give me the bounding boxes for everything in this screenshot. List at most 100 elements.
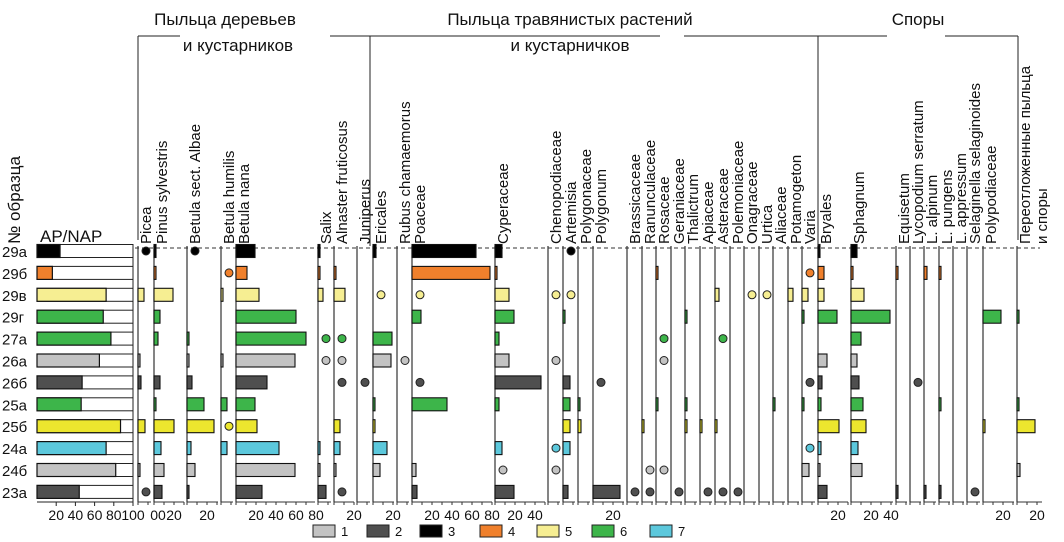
taxon-label: Polygonaceae: [578, 149, 595, 244]
taxon-bar: [655, 397, 659, 412]
legend-swatch: [419, 524, 443, 538]
apnap-ap-bar: [36, 353, 101, 368]
taxon-bar: [494, 287, 510, 302]
legend-label: 4: [508, 524, 515, 539]
presence-dot: [913, 377, 923, 387]
taxon-bar: [850, 397, 864, 412]
taxon-bar: [494, 331, 500, 346]
taxon-tick-label: 20: [385, 507, 401, 523]
taxon-label: Bryales: [818, 194, 835, 244]
taxon-bar: [235, 331, 307, 346]
apnap-ap-bar: [36, 375, 83, 390]
presence-dot: [762, 290, 772, 300]
taxon-bar: [1016, 309, 1020, 324]
taxon-bar: [186, 441, 192, 456]
taxon-bar: [938, 397, 942, 412]
taxon-bar: [153, 441, 162, 456]
taxon-label: Brassicaceae: [627, 154, 644, 244]
taxon-tick-label: 20: [424, 507, 440, 523]
taxon-bar: [714, 287, 720, 302]
taxon-bar: [494, 265, 498, 280]
taxon-bar: [137, 287, 145, 302]
taxon-tick-label: 20: [1029, 507, 1045, 523]
taxon-label: Juniperus: [357, 179, 374, 244]
taxon-label: Polygonum: [593, 169, 610, 244]
taxon-bar: [153, 462, 165, 478]
taxon-bar: [317, 287, 324, 302]
taxon-bar: [982, 419, 986, 434]
group-subtitle: и кустарников: [183, 36, 293, 55]
presence-dot: [659, 356, 669, 365]
sample-label: 27а: [2, 332, 28, 349]
taxon-bar: [494, 484, 515, 499]
taxon-bar: [982, 309, 1002, 324]
apnap-tick-label: 80: [106, 507, 122, 523]
taxon-bar: [577, 397, 581, 412]
taxon-bar: [153, 375, 161, 390]
taxon-bar: [850, 309, 891, 324]
taxon-bar: [817, 441, 822, 456]
taxon-bar: [220, 441, 228, 456]
taxon-bar: [923, 484, 927, 499]
taxon-bar: [153, 484, 163, 499]
sample-label: 29в: [2, 288, 27, 305]
taxon-bar: [592, 484, 621, 499]
legend-swatch: [591, 524, 615, 538]
taxon-label: L. appressum: [953, 153, 970, 244]
presence-dot: [970, 487, 980, 497]
taxon-label-line2: и споры: [1034, 188, 1051, 244]
group-title: Споры: [892, 10, 945, 29]
taxon-bar: [235, 419, 258, 434]
presence-dot: [659, 465, 669, 475]
presence-dot: [805, 443, 815, 453]
taxon-bar: [153, 287, 174, 302]
group-subtitle: и кустарничков: [510, 36, 629, 55]
taxon-bar: [1016, 419, 1036, 434]
apnap-ap-bar: [36, 265, 53, 280]
taxon-bar: [186, 353, 190, 368]
taxon-bar: [235, 243, 256, 259]
taxon-tick-label: 80: [308, 507, 324, 523]
taxon-label: Artemisia: [563, 181, 580, 244]
legend-label: 5: [565, 524, 572, 539]
taxon-bar: [220, 287, 224, 302]
legend-swatch: [312, 524, 336, 538]
taxon-bar: [372, 331, 393, 346]
taxon-bar: [494, 375, 542, 390]
taxon-bar: [562, 309, 566, 324]
taxon-bar: [801, 462, 810, 478]
legend-swatch: [479, 524, 503, 538]
taxon-bar: [372, 419, 376, 434]
taxon-tick-label: 20: [863, 507, 879, 523]
taxon-bar: [577, 419, 582, 434]
taxon-bar: [562, 375, 571, 390]
taxon-bar: [699, 419, 703, 434]
taxon-bar: [186, 397, 205, 412]
taxon-bar: [220, 397, 228, 412]
taxon-bar: [153, 331, 159, 346]
taxon-bar: [850, 375, 860, 390]
presence-dot: [360, 377, 370, 387]
taxon-bar: [801, 287, 809, 302]
presence-dot: [630, 487, 640, 497]
taxon-bar: [817, 462, 821, 478]
taxon-label: Chenopodiaceae: [548, 131, 565, 244]
taxon-bar: [1016, 397, 1020, 412]
taxon-label: Ranunculaceae: [642, 140, 659, 244]
taxon-bar: [850, 331, 862, 346]
taxon-bar: [235, 287, 260, 302]
legend-swatch: [536, 524, 560, 538]
taxon-bar: [235, 462, 296, 478]
presence-dot: [718, 334, 728, 344]
taxon-bar: [641, 419, 645, 434]
taxon-tick-label: 40: [527, 507, 543, 523]
taxon-tick-label: 00: [150, 507, 166, 523]
taxon-bar: [153, 419, 175, 434]
taxon-bar: [1016, 462, 1021, 478]
legend-label: 1: [341, 524, 348, 539]
apnap-tick-label: 60: [87, 507, 103, 523]
apnap-ap-bar: [36, 397, 82, 412]
taxon-bar: [562, 397, 571, 412]
taxon-bar: [801, 309, 805, 324]
taxon-tick-label: 20: [346, 507, 362, 523]
